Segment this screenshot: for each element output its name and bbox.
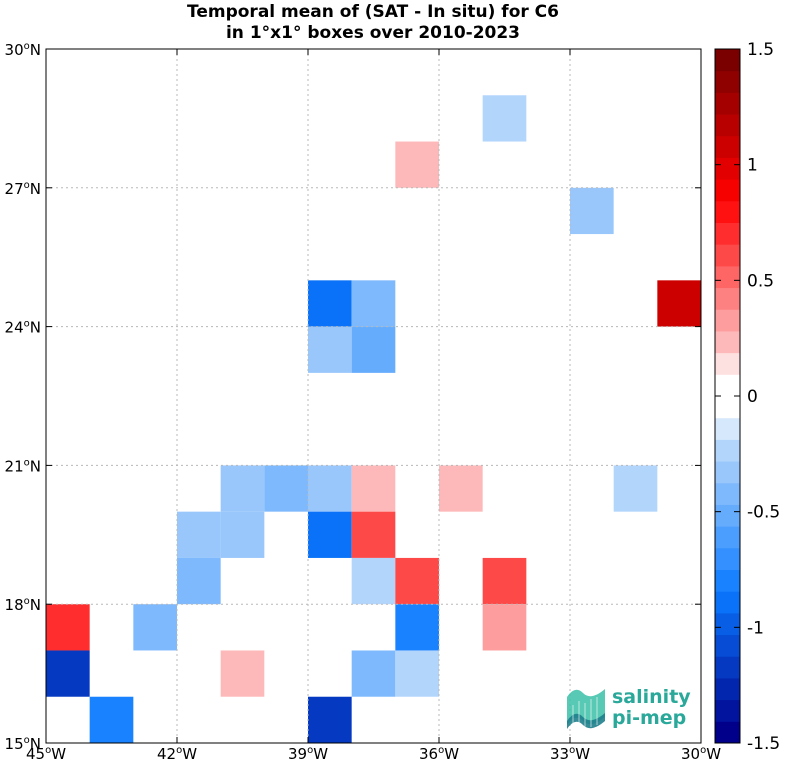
colorbar-segment [715, 309, 740, 332]
x-tick-label: 33oW [550, 745, 590, 763]
colorbar-tick-label: 0 [747, 387, 758, 407]
colorbar-segment [715, 439, 740, 462]
colorbar-segment [715, 417, 740, 440]
colorbar-tick-label: 1.5 [747, 40, 774, 60]
y-tick-label: 21oN [5, 457, 41, 475]
heatmap-cell [351, 280, 396, 327]
heatmap-cell [46, 650, 90, 697]
y-tick-label: 15oN [5, 735, 41, 753]
chart-title-line-1: Temporal mean of (SAT - In situ) for C6 [187, 2, 559, 22]
heatmap-cell [220, 650, 265, 697]
colorbar-segment [715, 287, 740, 310]
colorbar-segment [715, 569, 740, 592]
colorbar-segment [715, 374, 740, 397]
colorbar-segment [715, 179, 740, 202]
y-tick-label: 18oN [5, 596, 41, 614]
heatmap-cell [570, 187, 614, 235]
colorbar-segment [715, 612, 740, 636]
x-tick-label: 30oW [681, 745, 721, 763]
colorbar-segment [715, 482, 740, 505]
colorbar-segment [715, 157, 740, 180]
heatmap-cell [482, 604, 527, 651]
heatmap-cell [482, 557, 527, 605]
grid-lines [46, 49, 701, 743]
colorbar-segment [715, 330, 740, 354]
heatmap-cell [220, 465, 265, 512]
heatmap-cell [657, 280, 701, 327]
logo-text-salinity: salinity [612, 686, 691, 708]
heatmap-cell [264, 465, 308, 512]
colorbar-segment [715, 721, 740, 744]
logo-text-pi-mep: pi-mep [612, 707, 686, 729]
chart-title-line-2: in 1°x1° boxes over 2010-2023 [226, 23, 520, 43]
colorbar-tick-label: 0.5 [747, 271, 774, 291]
colorbar-segment [715, 135, 740, 158]
colorbar-segment [715, 92, 740, 115]
logo: salinity pi-mep [567, 686, 691, 729]
y-tick-labels: 15oN 18oN 21oN 24oN 27oN 30oN [5, 41, 41, 753]
heatmap-cell [46, 604, 90, 651]
plot-frame [45, 48, 702, 744]
colorbar-segment [715, 504, 740, 527]
heatmap-cell [395, 604, 439, 651]
heatmap-cell [482, 95, 527, 142]
y-tick-label: 27oN [5, 180, 41, 198]
heatmap-cell [133, 604, 177, 651]
heatmap-cell [308, 465, 352, 512]
colorbar-labels: 1.5 1 0.5 0 -0.5 -1 -1.5 [747, 40, 780, 754]
colorbar-segment [715, 526, 740, 549]
heatmap-cell [308, 326, 352, 373]
heatmap-cell [308, 511, 352, 558]
colorbar-segment [715, 352, 740, 375]
heatmap-cell [351, 326, 396, 373]
colorbar-segment [715, 591, 740, 614]
colorbar-segment [715, 634, 740, 657]
colorbar-segment [715, 677, 740, 701]
heatmap-cell [308, 696, 352, 743]
colorbar-tick-label: 1 [747, 156, 758, 176]
heatmap-cell [177, 511, 221, 558]
colorbar-segment [715, 200, 740, 223]
heatmap-cell [220, 511, 265, 558]
colorbar-segment [715, 70, 740, 93]
colorbar-tick-label: -1.5 [747, 734, 780, 754]
y-tick-label: 24oN [5, 319, 41, 337]
y-tick-label: 30oN [5, 41, 41, 59]
x-tick-label: 39oW [288, 745, 328, 763]
colorbar-segment [715, 461, 740, 484]
colorbar-ticks [715, 48, 740, 744]
heatmap-cell [351, 465, 396, 512]
heatmap-cells [46, 95, 701, 743]
colorbar-segment [715, 114, 740, 137]
colorbar-segment [715, 244, 740, 267]
logo-wave-icon [567, 689, 605, 729]
colorbar-tick-label: -1 [747, 618, 764, 638]
heatmap-cell [177, 557, 221, 605]
colorbar-segment [715, 656, 740, 679]
colorbar [715, 49, 740, 744]
colorbar-segment [715, 547, 740, 570]
heatmap-cell [89, 696, 134, 743]
heatmap-cell [351, 557, 396, 605]
colorbar-segment [715, 222, 740, 245]
heatmap-cell [439, 465, 483, 512]
colorbar-segment [715, 699, 740, 722]
heatmap-cell [395, 557, 439, 605]
heatmap-cell [351, 650, 396, 697]
x-tick-label: 42oW [157, 745, 197, 763]
colorbar-segment [715, 265, 740, 289]
heatmap-cell [395, 141, 439, 188]
colorbar-segment [715, 396, 740, 419]
heatmap-cell [613, 465, 658, 512]
x-tick-labels: 45oW 42oW 39oW 36oW 33oW 30oW [26, 745, 721, 763]
heatmap-cell [308, 280, 352, 327]
heatmap-cell [351, 511, 396, 558]
heatmap-cell [395, 650, 439, 697]
axis-ticks [45, 48, 702, 744]
x-tick-label: 45oW [26, 745, 66, 763]
colorbar-tick-label: -0.5 [747, 503, 780, 523]
colorbar-segment [715, 49, 740, 72]
x-tick-label: 36oW [419, 745, 459, 763]
